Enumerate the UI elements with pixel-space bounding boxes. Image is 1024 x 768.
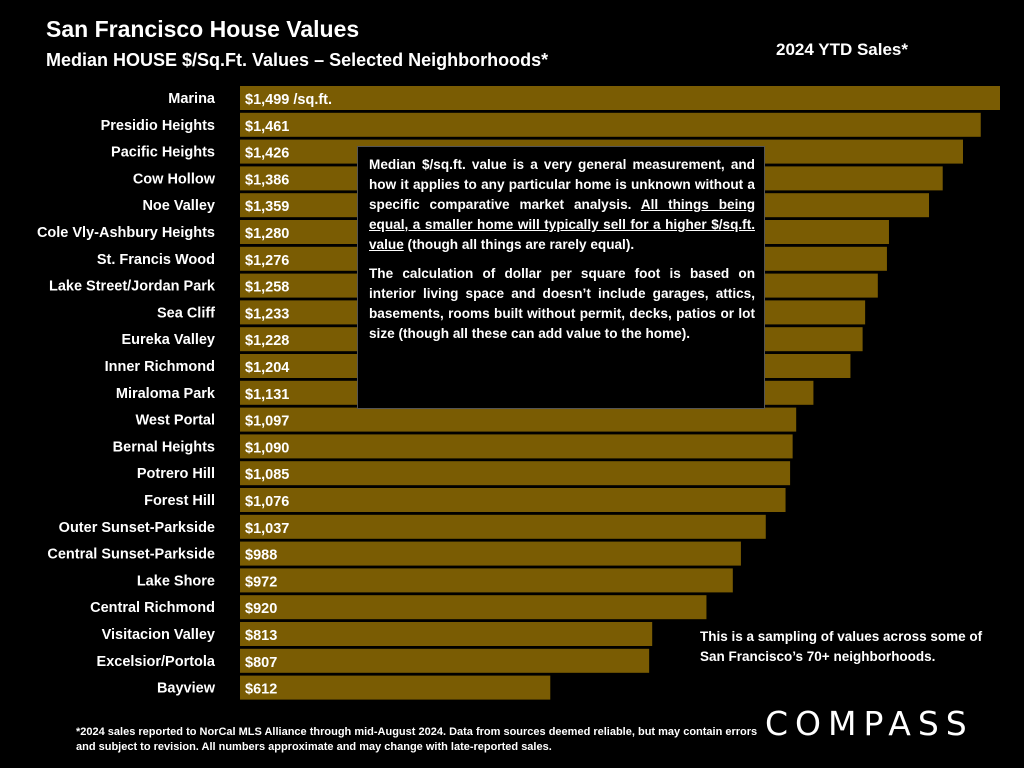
category-label-18: Lake Shore <box>137 573 215 589</box>
category-label-14: Potrero Hill <box>137 466 215 482</box>
bar-15 <box>240 488 786 512</box>
value-label-3: $1,386 <box>245 172 289 188</box>
category-label-2: Pacific Heights <box>111 145 215 161</box>
category-label-9: Eureka Valley <box>121 332 215 348</box>
bar-18 <box>240 568 733 593</box>
category-label-10: Inner Richmond <box>105 359 215 375</box>
category-label-8: Sea Cliff <box>157 305 215 321</box>
value-label-15: $1,076 <box>245 494 289 510</box>
value-label-22: $612 <box>245 682 277 698</box>
value-label-20: $813 <box>245 628 277 644</box>
chart-subtitle: Median HOUSE $/Sq.Ft. Values – Selected … <box>46 50 549 70</box>
value-label-1: $1,461 <box>245 119 289 135</box>
note-paragraph-1: Median $/sq.ft. value is a very general … <box>369 155 755 255</box>
bar-0 <box>240 86 1000 110</box>
bar-13 <box>240 434 793 459</box>
value-label-11: $1,131 <box>245 387 289 403</box>
value-label-7: $1,258 <box>245 280 289 296</box>
value-label-10: $1,204 <box>245 360 289 376</box>
compass-logo: COMPASS <box>765 704 974 743</box>
value-label-6: $1,276 <box>245 253 289 269</box>
category-label-11: Miraloma Park <box>116 386 216 402</box>
bar-20 <box>240 622 653 646</box>
category-label-20: Visitacion Valley <box>102 627 215 643</box>
category-label-3: Cow Hollow <box>133 171 216 187</box>
value-label-2: $1,426 <box>245 146 289 162</box>
period-label: 2024 YTD Sales* <box>776 40 908 59</box>
value-label-4: $1,359 <box>245 199 289 215</box>
category-label-12: West Portal <box>135 413 215 429</box>
value-label-14: $1,085 <box>245 467 289 483</box>
category-label-4: Noe Valley <box>142 198 215 214</box>
bar-22 <box>240 675 551 700</box>
bar-17 <box>240 541 741 566</box>
category-label-15: Forest Hill <box>144 493 215 509</box>
note-underlined-text: All things being equal, a smaller home w… <box>369 197 755 252</box>
category-label-21: Excelsior/Portola <box>97 654 216 670</box>
value-label-8: $1,233 <box>245 306 289 322</box>
category-label-22: Bayview <box>157 681 216 697</box>
bar-12 <box>240 407 797 432</box>
value-label-21: $807 <box>245 655 277 671</box>
bar-16 <box>240 514 766 539</box>
category-label-7: Lake Street/Jordan Park <box>49 279 216 295</box>
category-label-16: Outer Sunset-Parkside <box>59 520 215 536</box>
category-label-17: Central Sunset-Parkside <box>47 547 215 563</box>
bar-21 <box>240 648 650 673</box>
note-paragraph-2: The calculation of dollar per square foo… <box>369 266 755 341</box>
category-label-1: Presidio Heights <box>101 118 215 134</box>
bar-1 <box>240 112 981 137</box>
category-label-5: Cole Vly-Ashbury Heights <box>37 225 215 241</box>
footnote: *2024 sales reported to NorCal MLS Allia… <box>76 726 758 753</box>
value-label-13: $1,090 <box>245 440 289 456</box>
value-label-0: $1,499 /sq.ft. <box>245 92 332 108</box>
value-label-18: $972 <box>245 574 277 590</box>
category-label-19: Central Richmond <box>90 600 215 616</box>
category-label-0: Marina <box>168 91 216 107</box>
note-text: Median $/sq.ft. value is a very general … <box>369 157 755 212</box>
methodology-note: Median $/sq.ft. value is a very general … <box>357 146 765 409</box>
note-text-end: (though all things are rarely equal). <box>403 237 635 252</box>
value-label-19: $920 <box>245 601 277 617</box>
value-label-12: $1,097 <box>245 414 289 430</box>
category-label-6: St. Francis Wood <box>97 252 215 268</box>
value-label-9: $1,228 <box>245 333 289 349</box>
value-label-17: $988 <box>245 548 277 564</box>
sampling-note: This is a sampling of values across some… <box>700 629 983 664</box>
category-label-13: Bernal Heights <box>113 439 215 455</box>
value-label-16: $1,037 <box>245 521 289 537</box>
bar-19 <box>240 595 707 620</box>
chart-title: San Francisco House Values <box>46 16 360 42</box>
value-label-5: $1,280 <box>245 226 289 242</box>
bar-14 <box>240 461 791 486</box>
